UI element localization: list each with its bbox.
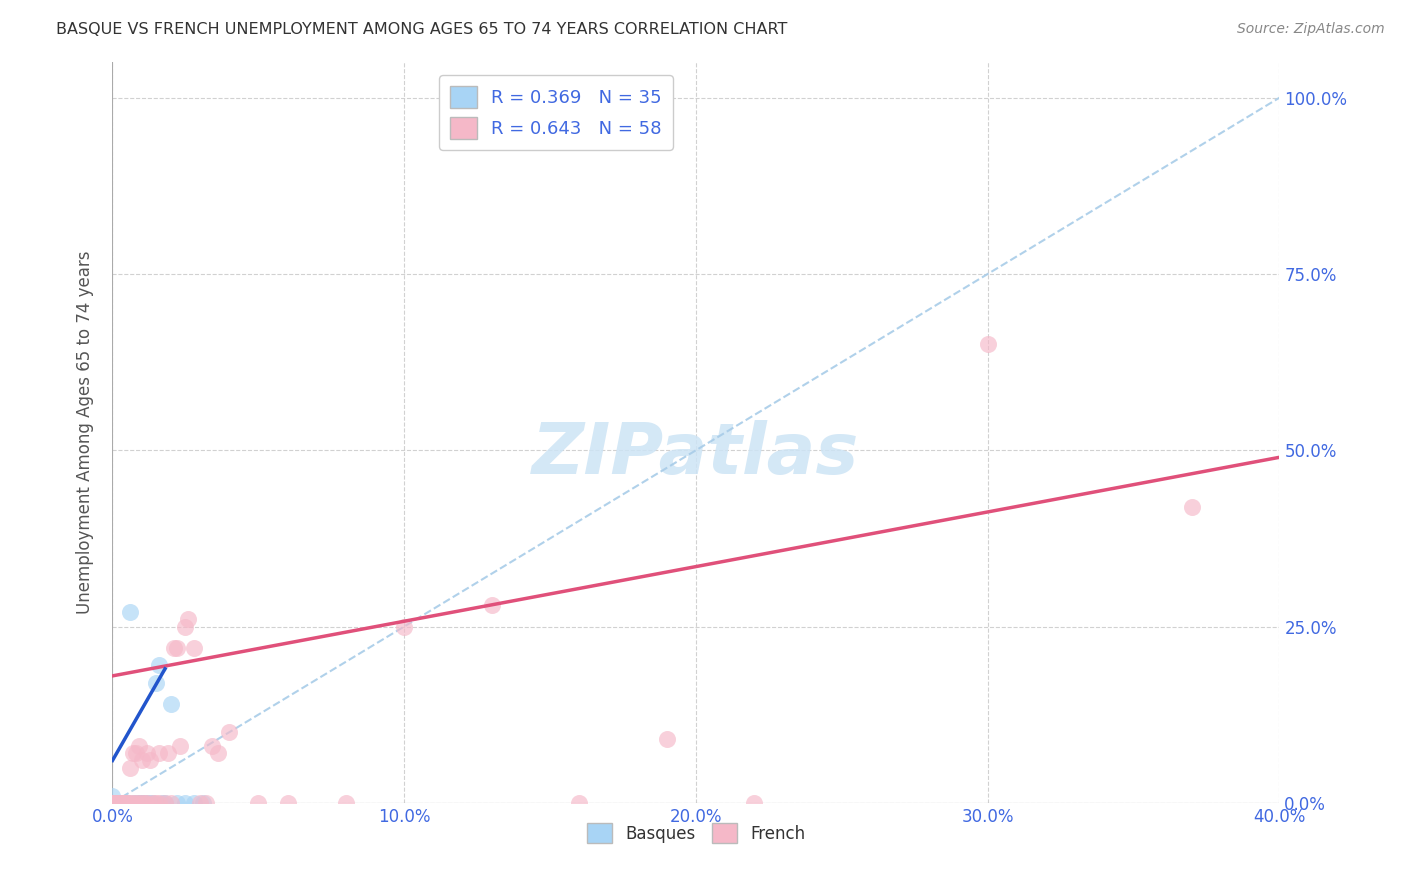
Basques: [131, 796, 153, 810]
French: [107, 796, 129, 810]
French: [112, 796, 135, 810]
French: [163, 640, 186, 655]
French: [160, 796, 183, 810]
French: [131, 796, 153, 810]
Basques: [118, 606, 141, 620]
Legend: Basques, French: Basques, French: [579, 816, 813, 850]
Basques: [115, 796, 138, 810]
French: [742, 796, 765, 810]
Basques: [150, 796, 173, 810]
French: [104, 796, 127, 810]
French: [1181, 500, 1204, 514]
French: [188, 796, 211, 810]
French: [194, 796, 217, 810]
Basques: [115, 796, 138, 810]
French: [112, 796, 135, 810]
Basques: [128, 796, 150, 810]
Basques: [104, 796, 127, 810]
Basques: [110, 796, 132, 810]
Basques: [122, 796, 145, 810]
Basques: [112, 796, 135, 810]
Basques: [142, 796, 165, 810]
Text: BASQUE VS FRENCH UNEMPLOYMENT AMONG AGES 65 TO 74 YEARS CORRELATION CHART: BASQUE VS FRENCH UNEMPLOYMENT AMONG AGES…: [56, 22, 787, 37]
Basques: [107, 796, 129, 810]
French: [118, 760, 141, 774]
French: [481, 599, 503, 613]
Basques: [104, 796, 127, 810]
Basques: [128, 796, 150, 810]
French: [142, 796, 165, 810]
French: [101, 796, 124, 810]
Basques: [134, 796, 156, 810]
French: [166, 640, 188, 655]
French: [218, 725, 240, 739]
Basques: [136, 796, 159, 810]
French: [110, 796, 132, 810]
French: [568, 796, 591, 810]
Basques: [139, 796, 162, 810]
French: [125, 747, 148, 761]
French: [101, 796, 124, 810]
French: [136, 747, 159, 761]
French: [101, 796, 124, 810]
French: [174, 619, 197, 633]
French: [148, 796, 170, 810]
Basques: [160, 697, 183, 711]
French: [183, 640, 205, 655]
French: [169, 739, 191, 754]
French: [177, 612, 200, 626]
French: [134, 796, 156, 810]
Text: Source: ZipAtlas.com: Source: ZipAtlas.com: [1237, 22, 1385, 37]
French: [207, 747, 229, 761]
Basques: [131, 796, 153, 810]
French: [122, 747, 145, 761]
French: [276, 796, 298, 810]
Y-axis label: Unemployment Among Ages 65 to 74 years: Unemployment Among Ages 65 to 74 years: [76, 251, 94, 615]
French: [156, 747, 179, 761]
French: [101, 796, 124, 810]
French: [128, 739, 150, 754]
Basques: [125, 796, 148, 810]
Basques: [191, 796, 214, 810]
French: [115, 796, 138, 810]
French: [110, 796, 132, 810]
French: [145, 796, 167, 810]
Basques: [101, 796, 124, 810]
Text: ZIPatlas: ZIPatlas: [533, 420, 859, 490]
Basques: [112, 796, 135, 810]
French: [139, 754, 162, 768]
French: [394, 619, 416, 633]
French: [125, 796, 148, 810]
Basques: [148, 658, 170, 673]
Basques: [101, 789, 124, 803]
French: [131, 754, 153, 768]
French: [655, 732, 678, 747]
Basques: [145, 676, 167, 690]
French: [115, 796, 138, 810]
Basques: [110, 796, 132, 810]
Basques: [107, 796, 129, 810]
French: [118, 796, 141, 810]
French: [128, 796, 150, 810]
Basques: [107, 796, 129, 810]
Basques: [115, 796, 138, 810]
French: [201, 739, 224, 754]
Basques: [153, 796, 176, 810]
French: [976, 337, 998, 351]
Basques: [110, 796, 132, 810]
French: [148, 747, 170, 761]
French: [110, 796, 132, 810]
French: [104, 796, 127, 810]
French: [247, 796, 270, 810]
French: [153, 796, 176, 810]
French: [136, 796, 159, 810]
French: [335, 796, 357, 810]
Basques: [174, 796, 197, 810]
French: [107, 796, 129, 810]
Basques: [166, 796, 188, 810]
French: [122, 796, 145, 810]
Basques: [183, 796, 205, 810]
